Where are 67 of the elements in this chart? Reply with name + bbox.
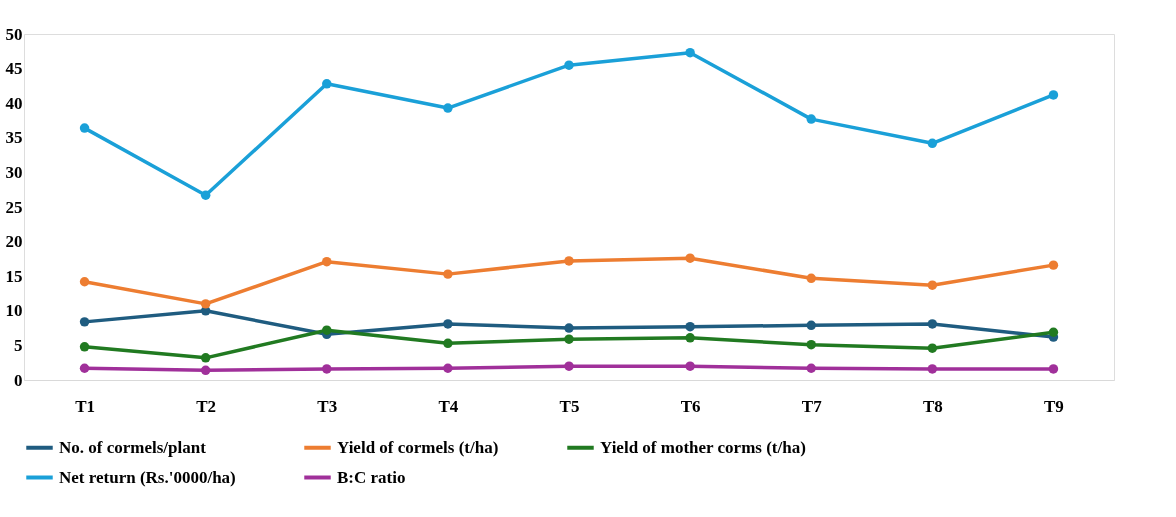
x-tick-label: T2 — [196, 396, 217, 416]
x-tick-label: T7 — [801, 396, 823, 416]
point — [685, 361, 695, 371]
point — [79, 277, 90, 287]
point — [322, 79, 332, 89]
y-tick-label: 50 — [5, 24, 23, 44]
y-tick-label: 30 — [5, 162, 23, 182]
y-tick-label: 45 — [5, 59, 23, 79]
point — [806, 114, 816, 124]
point — [322, 325, 332, 335]
y-tick-label: 10 — [5, 301, 23, 321]
y-tick-label: 40 — [5, 93, 23, 113]
point — [685, 333, 695, 343]
point — [927, 364, 938, 374]
point — [685, 253, 695, 263]
point — [200, 365, 211, 376]
y-tick-label: 0 — [14, 370, 23, 390]
point — [1048, 90, 1059, 100]
point — [564, 323, 574, 333]
point — [806, 339, 816, 350]
point — [564, 361, 574, 371]
point — [685, 321, 695, 332]
point — [1048, 327, 1059, 337]
point — [806, 320, 816, 331]
legend-label: Yield of cormels (t/ha) — [337, 437, 499, 457]
point — [443, 103, 453, 113]
point — [443, 319, 453, 329]
point — [443, 269, 453, 279]
point — [322, 256, 332, 267]
legend-label: Yield of mother corms (t/ha) — [600, 437, 806, 457]
point — [443, 338, 453, 349]
legend-label: B:C ratio — [337, 467, 406, 487]
point — [1048, 364, 1059, 374]
y-tick-label: 25 — [5, 197, 23, 217]
point — [806, 363, 816, 373]
point — [79, 342, 90, 352]
legend-label: Net return (Rs.'0000/ha) — [59, 467, 236, 487]
x-tick-label: T1 — [75, 396, 95, 416]
point — [564, 256, 574, 266]
point — [927, 138, 938, 149]
x-tick-label: T9 — [1044, 396, 1064, 416]
point — [927, 343, 938, 353]
point — [200, 353, 211, 363]
point — [79, 317, 90, 327]
point — [322, 364, 332, 374]
y-tick-label: 5 — [14, 335, 23, 355]
point — [79, 123, 90, 133]
legend-label: No. of cormels/plant — [59, 437, 207, 457]
point — [564, 334, 574, 344]
point — [79, 363, 90, 373]
point — [685, 47, 695, 58]
x-tick-label: T3 — [317, 396, 338, 416]
x-tick-label: T8 — [922, 396, 943, 416]
x-tick-label: T5 — [559, 396, 580, 416]
y-tick-label: 15 — [5, 266, 23, 286]
y-tick-label: 20 — [5, 232, 23, 252]
point — [927, 280, 938, 290]
x-tick-label: T4 — [438, 396, 459, 416]
x-tick-label: T6 — [680, 396, 701, 416]
point — [200, 299, 211, 309]
y-tick-label: 35 — [5, 128, 23, 148]
point — [564, 60, 574, 70]
point — [927, 319, 938, 329]
point — [200, 190, 211, 200]
point — [1048, 260, 1059, 270]
point — [443, 363, 453, 373]
point — [806, 273, 816, 284]
